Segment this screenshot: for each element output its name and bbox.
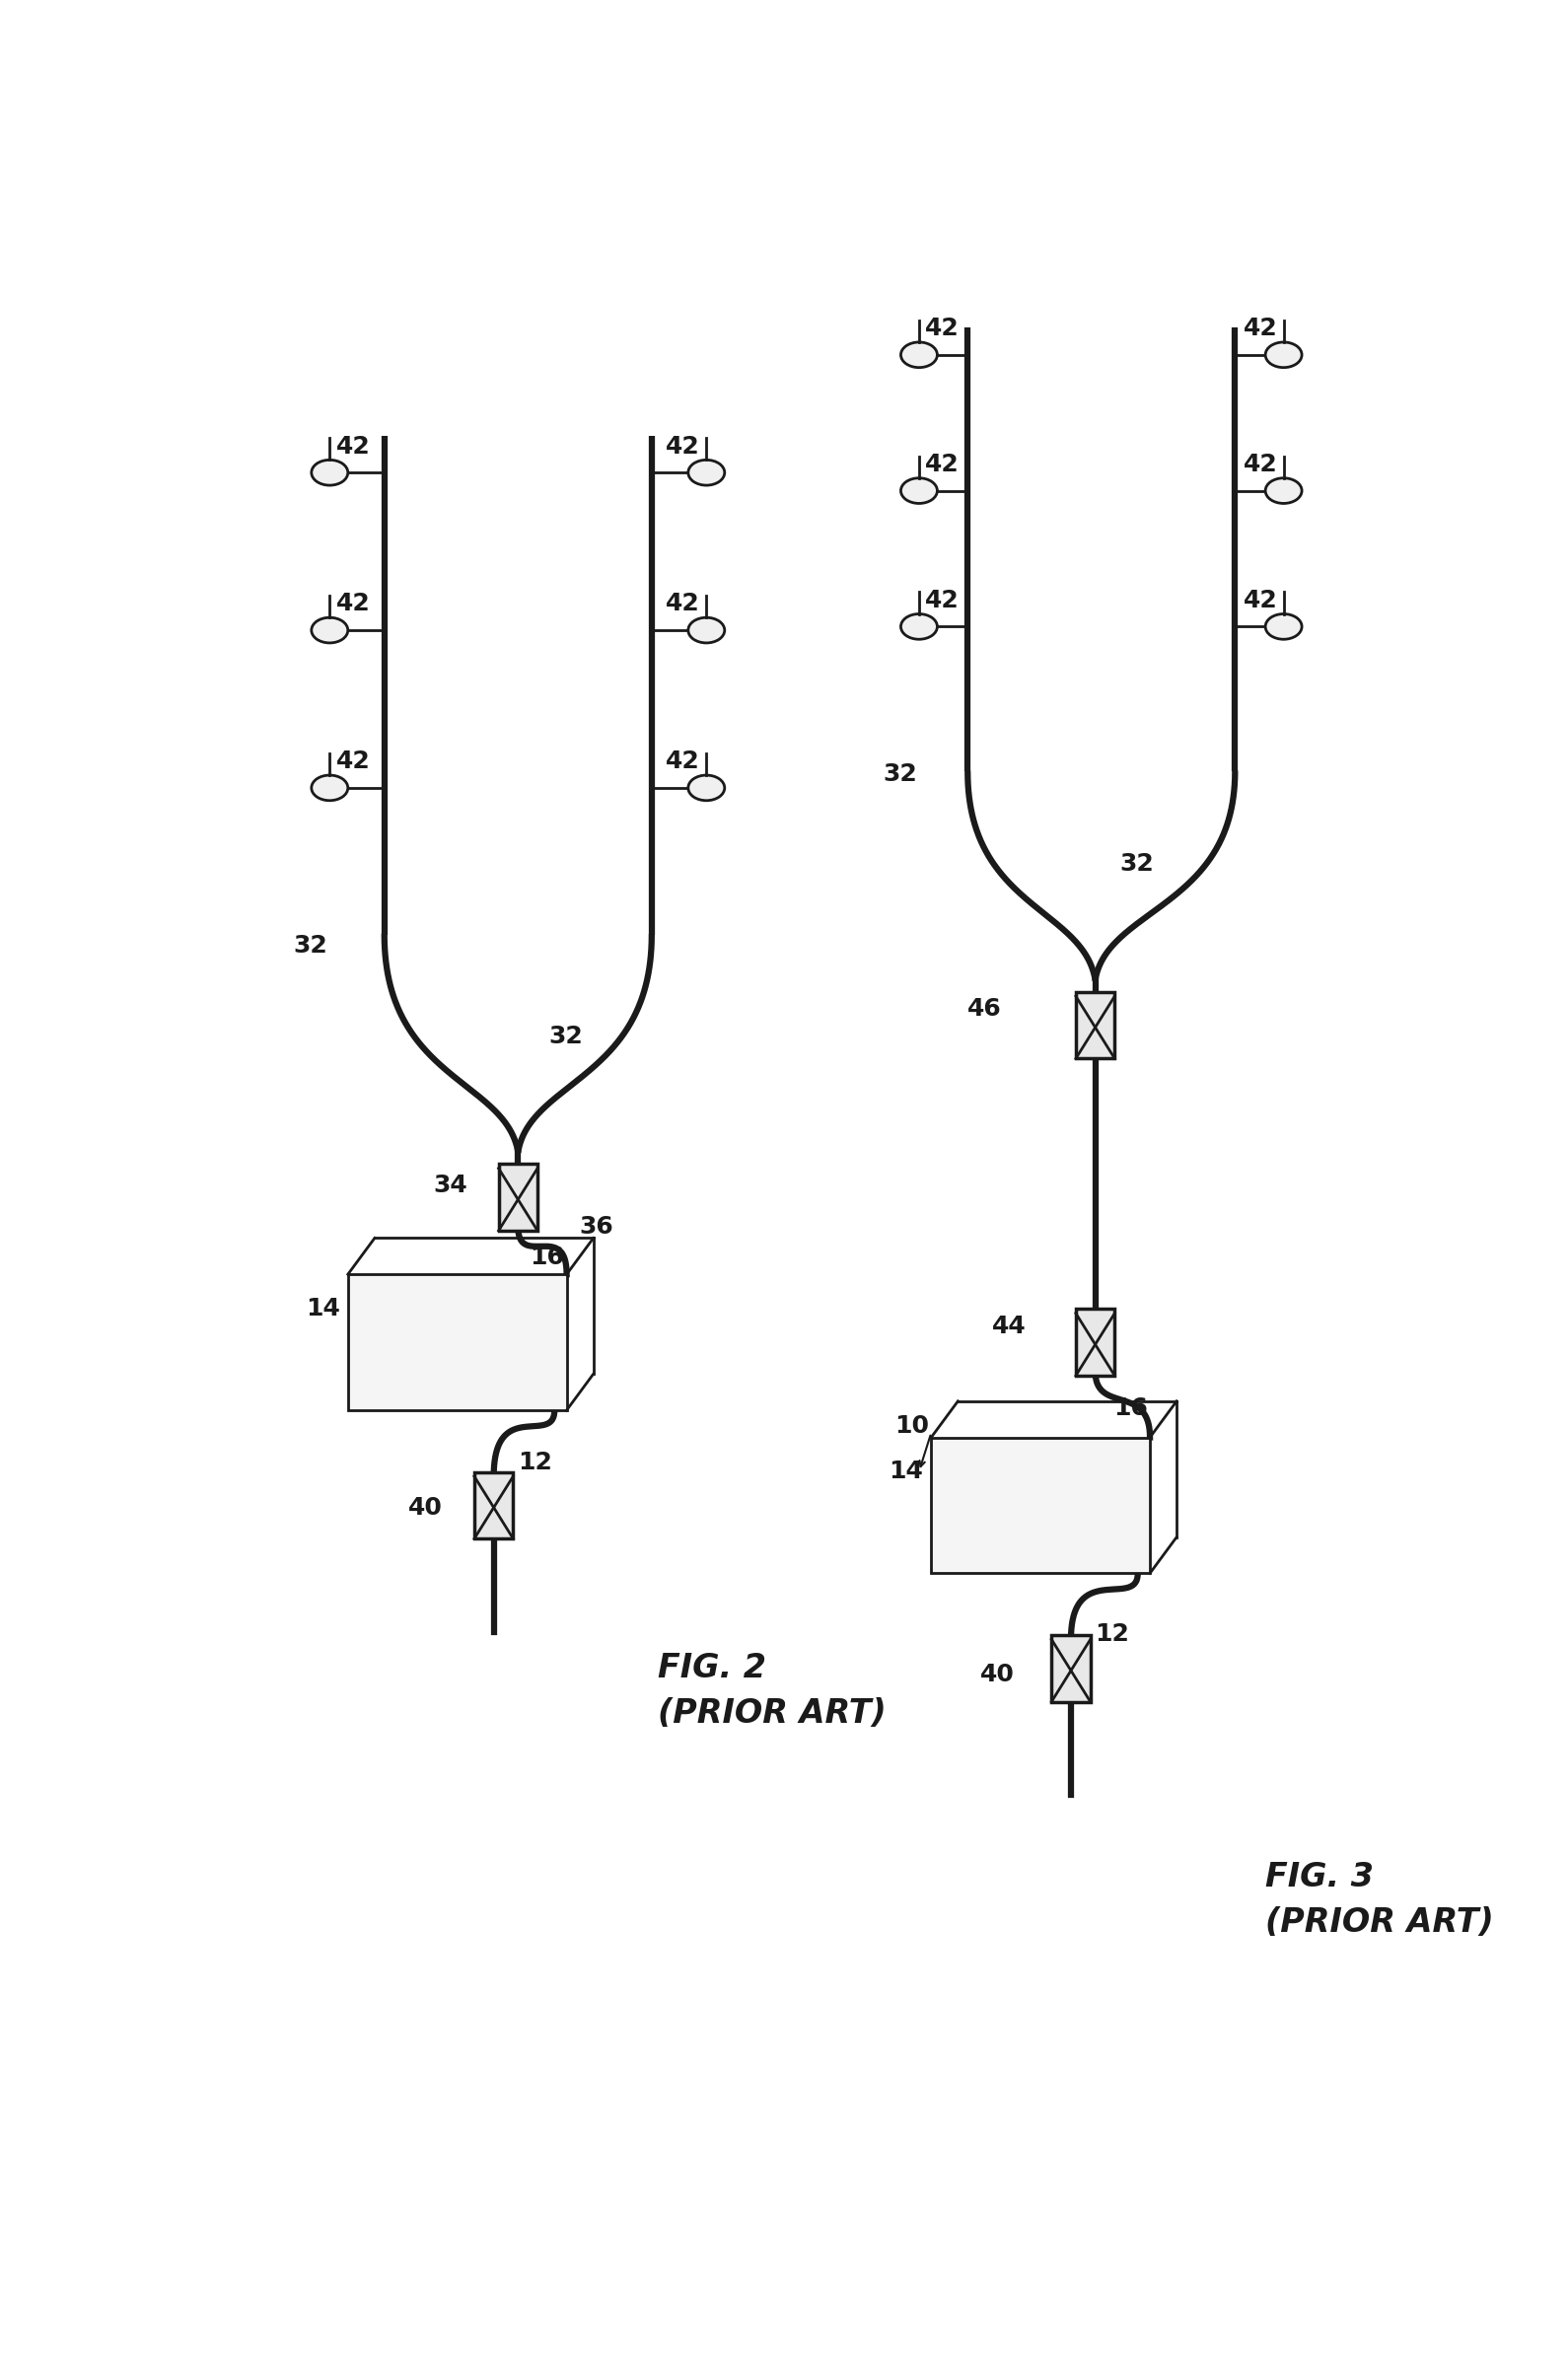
Ellipse shape: [1265, 341, 1301, 367]
Text: 40: 40: [409, 1497, 444, 1520]
Ellipse shape: [688, 774, 724, 800]
Bar: [1076, 993, 1115, 1059]
Text: 44: 44: [993, 1315, 1025, 1339]
Text: 36: 36: [579, 1214, 613, 1238]
Bar: [499, 1165, 538, 1231]
Ellipse shape: [312, 616, 348, 642]
Text: (PRIOR ART): (PRIOR ART): [1265, 1906, 1494, 1939]
Text: 42: 42: [336, 593, 370, 616]
Text: 42: 42: [666, 593, 701, 616]
Text: 42: 42: [1243, 318, 1278, 341]
Ellipse shape: [900, 341, 938, 367]
Ellipse shape: [1265, 614, 1301, 640]
Text: 16: 16: [1113, 1395, 1148, 1419]
Ellipse shape: [1265, 478, 1301, 504]
Text: 42: 42: [925, 452, 960, 475]
Text: 42: 42: [925, 588, 960, 612]
Text: 42: 42: [666, 751, 701, 774]
Ellipse shape: [688, 459, 724, 485]
Ellipse shape: [688, 616, 724, 642]
Text: 32: 32: [293, 934, 328, 958]
Text: 40: 40: [980, 1661, 1014, 1687]
Text: 34: 34: [433, 1174, 467, 1198]
Text: (PRIOR ART): (PRIOR ART): [659, 1697, 886, 1729]
Bar: [931, 1438, 1149, 1574]
Ellipse shape: [312, 774, 348, 800]
Text: 32: 32: [883, 762, 917, 786]
Text: 46: 46: [967, 998, 1002, 1021]
Text: 12: 12: [1094, 1624, 1129, 1647]
Text: FIG. 3: FIG. 3: [1265, 1861, 1374, 1894]
Bar: [1052, 1635, 1090, 1701]
Text: 14: 14: [306, 1297, 340, 1320]
Bar: [348, 1275, 566, 1409]
Text: 42: 42: [925, 318, 960, 341]
Text: 42: 42: [1243, 452, 1278, 475]
Text: 16: 16: [530, 1245, 564, 1268]
Ellipse shape: [312, 459, 348, 485]
Text: 42: 42: [666, 435, 701, 459]
Bar: [474, 1473, 513, 1539]
Text: FIG. 2: FIG. 2: [659, 1652, 767, 1685]
Text: 42: 42: [336, 751, 370, 774]
Text: 32: 32: [1120, 852, 1154, 875]
Ellipse shape: [900, 614, 938, 640]
Ellipse shape: [900, 478, 938, 504]
Text: 14: 14: [889, 1459, 924, 1482]
Text: 42: 42: [1243, 588, 1278, 612]
Text: 12: 12: [517, 1449, 552, 1473]
Bar: [1076, 1308, 1115, 1377]
Text: 10: 10: [895, 1414, 930, 1438]
Text: 32: 32: [549, 1024, 583, 1047]
Text: 42: 42: [336, 435, 370, 459]
